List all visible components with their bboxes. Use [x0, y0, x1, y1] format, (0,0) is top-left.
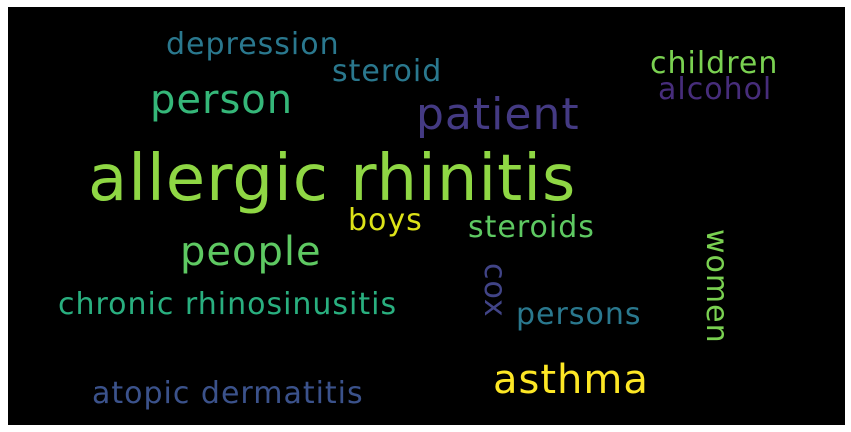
- word-steroids: steroids: [468, 210, 595, 245]
- word-women: women: [699, 229, 734, 344]
- word-person: person: [150, 77, 294, 123]
- word-patient: patient: [416, 89, 580, 140]
- word-atopic-dermatitis: atopic dermatitis: [92, 376, 364, 411]
- word-asthma: asthma: [493, 357, 649, 403]
- word-boys: boys: [348, 203, 423, 238]
- word-cloud-canvas: allergic rhinitis patient person people …: [8, 7, 845, 425]
- word-persons: persons: [516, 297, 642, 332]
- word-cox: cox: [477, 263, 512, 318]
- word-depression: depression: [166, 27, 340, 62]
- word-alcohol: alcohol: [658, 72, 773, 107]
- word-chronic-rhinosinusitis: chronic rhinosinusitis: [58, 287, 398, 322]
- word-allergic-rhinitis: allergic rhinitis: [88, 142, 577, 216]
- word-children: children: [650, 46, 779, 81]
- word-people: people: [180, 229, 322, 275]
- word-steroid: steroid: [332, 54, 443, 89]
